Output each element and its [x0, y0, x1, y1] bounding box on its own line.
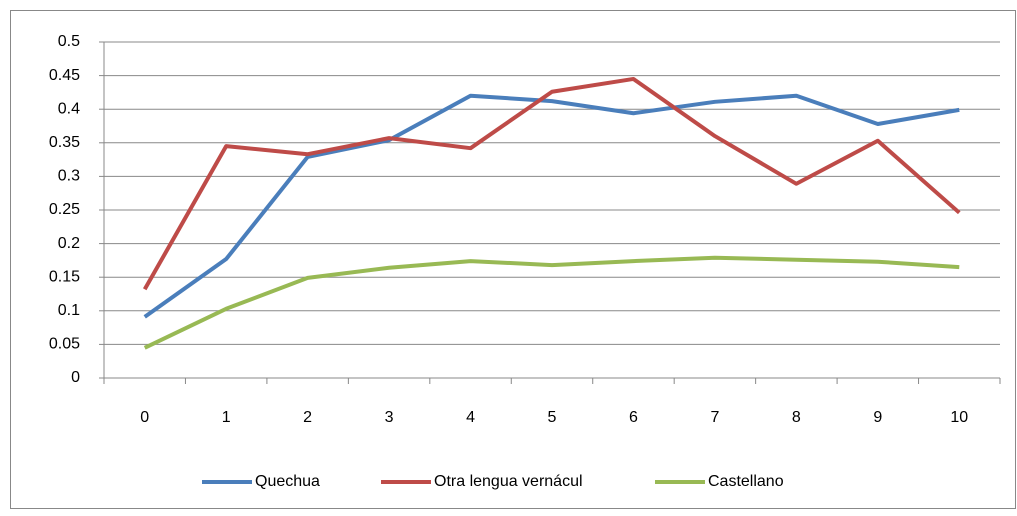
series-line — [143, 255, 960, 350]
x-tick-label: 6 — [629, 409, 638, 426]
y-tick-label: 0.15 — [49, 268, 80, 285]
y-tick-label: 0.2 — [58, 235, 80, 252]
x-tick-label: 4 — [466, 409, 475, 426]
y-tick-label: 0.5 — [58, 33, 80, 50]
x-tick-label: 5 — [548, 409, 557, 426]
x-tick-label: 3 — [385, 409, 394, 426]
x-tick-label: 8 — [792, 409, 801, 426]
x-tick-label: 7 — [710, 409, 719, 426]
y-tick-label: 0.35 — [49, 134, 80, 151]
legend-label: Quechua — [255, 473, 320, 490]
x-tick-label: 10 — [950, 409, 968, 426]
x-tick-label: 9 — [873, 409, 882, 426]
y-tick-label: 0.3 — [58, 168, 80, 185]
legend-label: Castellano — [708, 473, 784, 490]
y-tick-label: 0.4 — [58, 100, 80, 117]
series-line — [143, 93, 960, 319]
x-tick-label: 0 — [140, 409, 149, 426]
x-tick-label: 1 — [222, 409, 231, 426]
legend-label: Otra lengua vernácul — [434, 473, 583, 490]
y-tick-label: 0.05 — [49, 336, 80, 353]
series-line — [142, 76, 961, 291]
y-tick-label: 0.1 — [58, 302, 80, 319]
y-tick-label: 0 — [71, 369, 80, 386]
y-tick-label: 0.45 — [49, 67, 80, 84]
x-tick-label: 2 — [303, 409, 312, 426]
y-tick-label: 0.25 — [49, 201, 80, 218]
